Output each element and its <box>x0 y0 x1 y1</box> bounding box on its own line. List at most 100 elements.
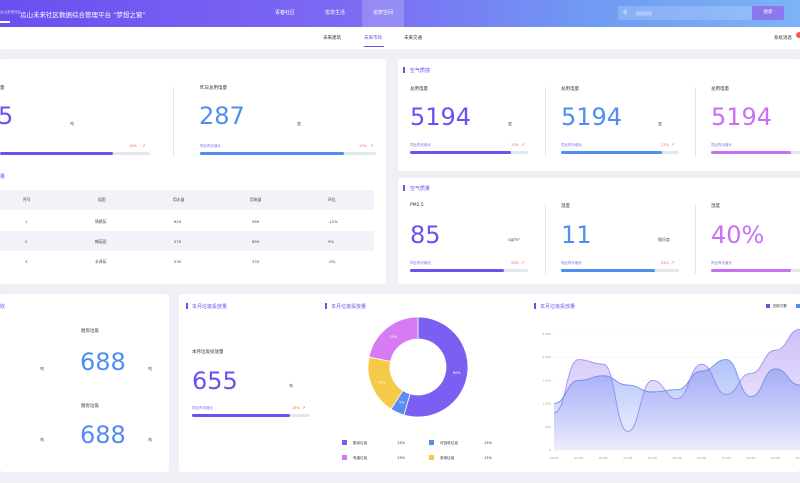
x-tick-label: 03-08 <box>771 456 780 460</box>
trend-up-icon: ↗ <box>521 260 525 265</box>
tab-future-building[interactable]: 未来建筑 <box>323 36 341 41</box>
nav-item-enjoy-life[interactable]: 悦享生活 <box>324 10 345 16</box>
metric-note: 同比昨天增长 <box>561 143 582 147</box>
y-tick-label: 500 <box>545 425 551 429</box>
metric-value: 5194 <box>410 103 472 131</box>
metric-progress <box>711 151 792 154</box>
metric-track <box>410 151 528 154</box>
metric-unit: 度 <box>658 121 662 126</box>
x-tick-label: 03-08 <box>796 456 800 460</box>
title-accent-bar <box>403 67 405 73</box>
metric-track <box>711 269 800 272</box>
col-header-group: 组团 <box>98 197 106 202</box>
title-accent-bar <box>403 185 405 191</box>
cell-group: 翰苑园 <box>95 239 107 244</box>
garbage-label: 本月垃圾投放量 <box>192 350 224 355</box>
garbage-value: 655 <box>192 367 238 395</box>
trend-up-icon: ↗ <box>142 143 146 148</box>
air-quality-title: 空气质量 <box>410 186 431 192</box>
cell-ratio: -5% <box>328 259 336 264</box>
metric-note: 同比昨天增长 <box>711 143 732 147</box>
series-line <box>553 359 800 405</box>
search-button[interactable]: 搜索 <box>752 6 784 20</box>
metric-note: 同比昨天增长 <box>410 143 431 147</box>
garbage-unit: 吨 <box>289 383 293 388</box>
legend-swatch <box>766 304 770 308</box>
search-input[interactable] <box>636 9 736 17</box>
air-sense-title: 空气质感 <box>410 68 431 74</box>
donut-data-label: 5% <box>399 401 405 405</box>
garbage-title: 本月垃圾投放量 <box>192 304 228 310</box>
metric-progress <box>410 269 505 272</box>
power-left-pct: 15% <box>129 144 137 148</box>
app-title: 瓜山未来社区数据综合管理平台 “梦想之窗” <box>20 11 146 19</box>
trend-up-icon: ↗ <box>671 142 675 147</box>
divider <box>173 87 174 157</box>
cell-ratio: 9% <box>328 239 335 244</box>
metric-track <box>410 269 528 272</box>
recycle-card: 收 厨房垃圾 688 吨 吨 厨房垃圾 688 吨 吨 <box>0 294 169 472</box>
title-accent-bar <box>186 303 188 309</box>
cell-water: 620 <box>174 219 182 224</box>
recycle-unit: 吨 <box>148 366 152 371</box>
x-tick-label: 03-08 <box>722 456 731 460</box>
power-right-unit: 度 <box>297 121 301 126</box>
y-tick-label: 0 <box>549 448 551 452</box>
search-icon: ⚲ <box>623 9 628 16</box>
cell-ratio: -12% <box>328 219 338 224</box>
power-right-value: 287 <box>199 102 245 130</box>
legend-label: 回收次数 <box>773 304 787 308</box>
usage-table-card: 量 序号 组团 用水量 用电量 环比 1 锦绣苑 620 569 -12% 2 … <box>0 164 386 284</box>
col-header-water: 用水量 <box>173 197 185 202</box>
legend-swatch <box>429 440 434 445</box>
nav-item-youth-community[interactable]: 青春社区 <box>274 10 295 16</box>
legend-label: 可回收垃圾 <box>440 441 458 445</box>
cell-power: 569 <box>252 219 260 224</box>
cell-index: 1 <box>25 219 28 224</box>
search-box: ⚲ <box>618 6 752 20</box>
recycle-value: 688 <box>80 421 126 449</box>
power-left-progress <box>0 152 113 155</box>
garbage-track <box>192 414 310 417</box>
table-card-title: 量 <box>0 174 6 180</box>
nav-item-dream-space[interactable]: 追梦空间 <box>362 0 404 27</box>
legend-swatch <box>429 455 434 460</box>
tab-future-traffic[interactable]: 未来交通 <box>404 36 422 41</box>
metric-value: 40% <box>711 221 765 249</box>
metric-unit: 摄氏度 <box>658 237 670 242</box>
legend-swatch <box>342 455 347 460</box>
power-right-track <box>200 152 376 155</box>
metric-pct: 17% <box>511 143 519 147</box>
divider <box>695 204 696 274</box>
y-tick-label: 2,500 <box>542 332 551 336</box>
metric-unit: ug/m³ <box>508 237 520 242</box>
garbage-pct: 13% <box>292 406 300 410</box>
metric-track <box>561 269 679 272</box>
power-right-label: 昨日总用电量 <box>200 86 227 91</box>
recycle-unit: 吨 <box>148 437 152 442</box>
line-chart-title: 本月垃圾投放量 <box>540 304 576 310</box>
cell-group: 锦绣苑 <box>95 219 107 224</box>
system-message-link[interactable]: 系统消息 <box>774 36 792 41</box>
divider <box>545 204 546 274</box>
col-header-ratio: 环比 <box>328 197 336 202</box>
metric-note: 同比昨天增长 <box>561 261 582 265</box>
power-left-label: 量 <box>0 86 5 91</box>
power-left-value: 5 <box>0 102 14 130</box>
tab-future-municipal[interactable]: 未来市政 <box>364 36 382 41</box>
trend-up-icon: ↗ <box>521 142 525 147</box>
trend-up-icon: ↗ <box>370 143 374 148</box>
metric-value: 5194 <box>711 103 773 131</box>
garbage-progress <box>192 414 290 417</box>
brand-underline <box>0 21 10 23</box>
notification-badge <box>796 32 800 38</box>
y-tick-label: 1,500 <box>542 378 551 382</box>
metric-label: 总用电量 <box>561 87 579 92</box>
metric-progress <box>561 151 663 154</box>
table-row: 3 丰泽苑 530 533 -5% <box>0 251 374 271</box>
donut-data-label: 60% <box>453 371 461 375</box>
cell-index: 3 <box>25 259 28 264</box>
donut-slice <box>368 317 419 362</box>
metric-pct: 23% <box>511 261 519 265</box>
recycle-left-unit: 吨 <box>40 437 44 442</box>
